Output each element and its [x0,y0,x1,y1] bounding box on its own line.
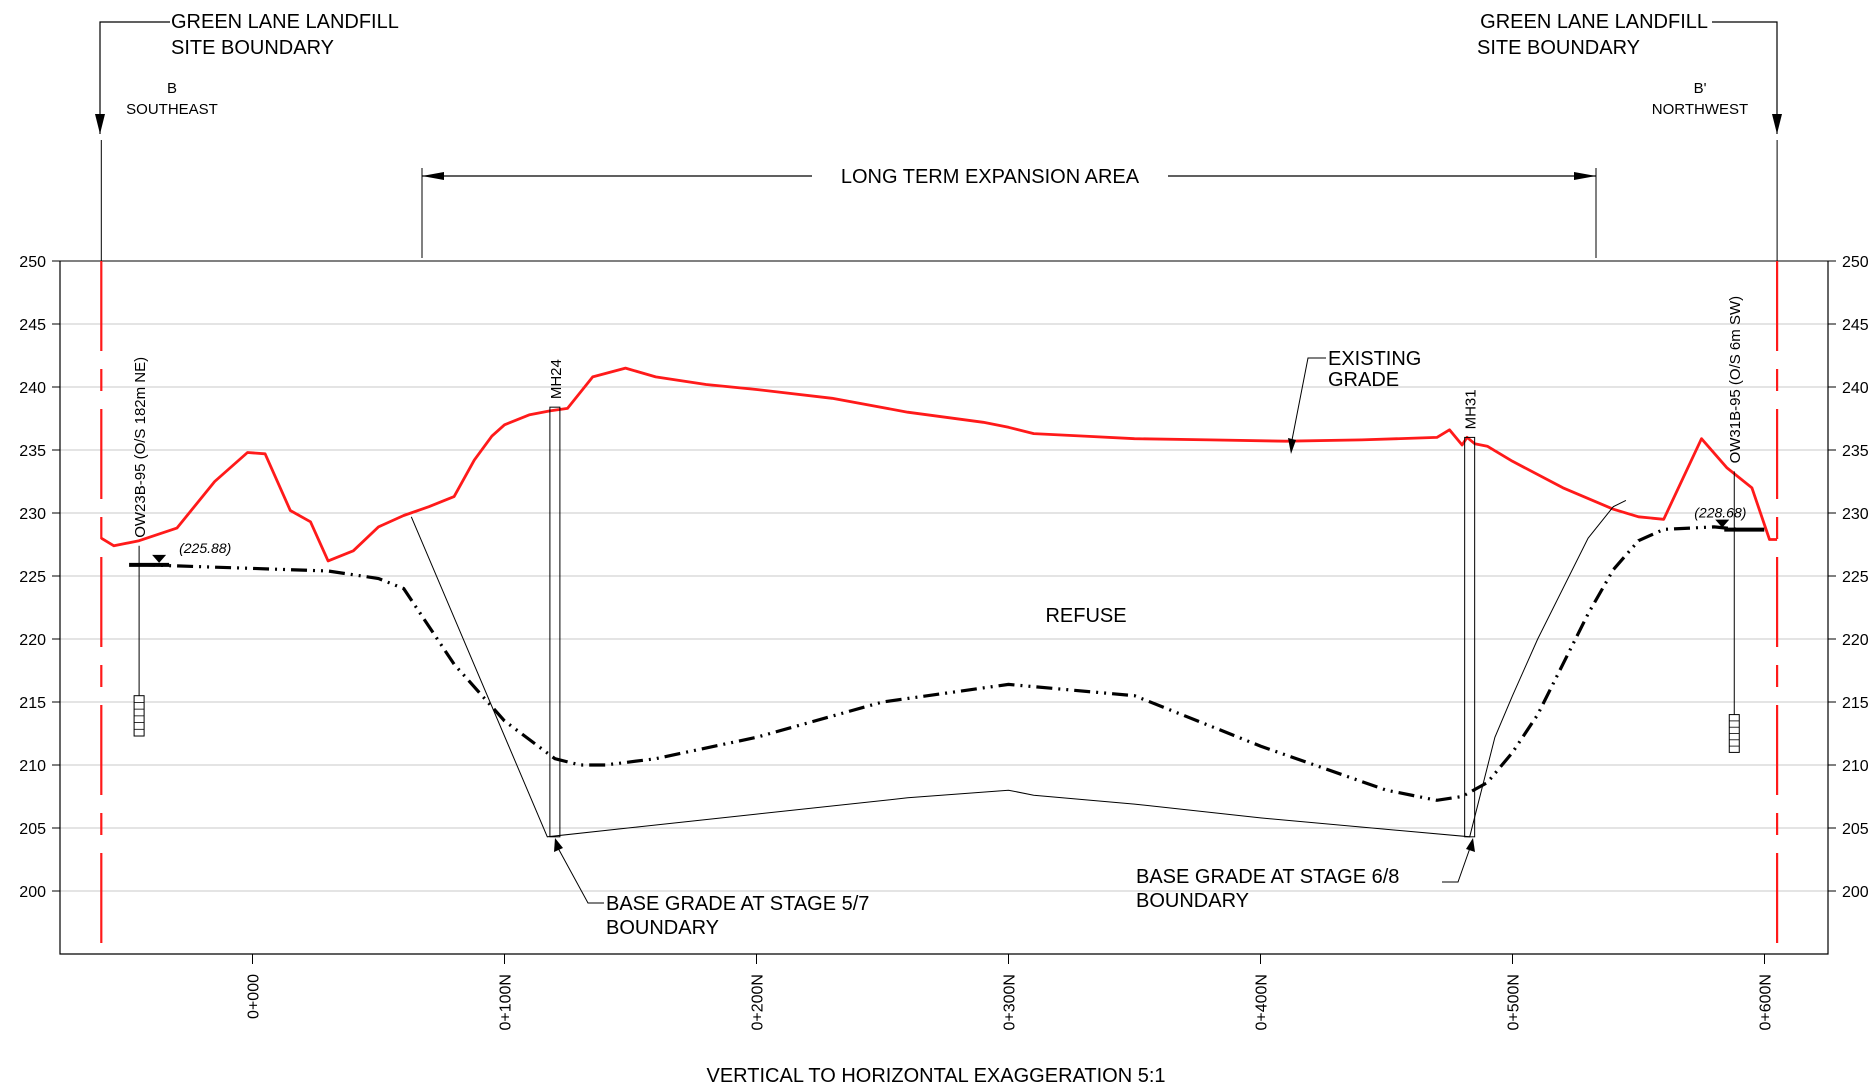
expansion-area-label: LONG TERM EXPANSION AREA [841,166,1140,188]
x-label-200: 0+200N [750,974,767,1031]
y-label-left-215: 215 [19,695,46,712]
features-layer: MH24 MH31 (225.88) OW23B-95 (O/S 182m NE) (2… [129,296,1765,838]
well-2-water-level-marker [1715,519,1730,528]
series-groundwater [139,525,1740,802]
existing-grade-label-line-2: GRADE [1328,369,1399,391]
right-title-line-2: SITE BOUNDARY [1477,37,1640,59]
x-axis: 0+000 0+100N 0+200N 0+300N 0+400N 0+500N 0+600… [246,954,1775,1031]
left-boundary-annotation: GREEN LANE LANDFILL SITE BOUNDARY B SOUT… [95,11,399,134]
plot-frame [59,260,1829,955]
manhole-mh31 [1464,436,1476,838]
base-grade-57-label-line-1: BASE GRADE AT STAGE 5/7 [606,893,869,915]
x-label-500: 0+500N [1506,974,1523,1031]
y-label-right-210: 210 [1842,758,1869,775]
right-section-direction: NORTHWEST [1652,101,1748,118]
left-title-line-1: GREEN LANE LANDFILL [171,11,399,33]
y-label-right-205: 205 [1842,821,1869,838]
y-label-right-225: 225 [1842,569,1869,586]
y-axis-right: 200 205 210 215 220 225 230 235 240 245 250 [1828,254,1869,901]
x-label-0: 0+000 [246,974,263,1019]
footer-exaggeration-note: VERTICAL TO HORIZONTAL EXAGGERATION 5:1 [707,1065,1166,1087]
site-boundaries [100,140,1779,954]
existing-grade-callout: EXISTING GRADE [1288,348,1421,454]
existing-grade-label-line-1: EXISTING [1328,348,1421,370]
y-label-right-245: 245 [1842,317,1869,334]
y-label-left-245: 245 [19,317,46,334]
manhole-label-mh24: MH24 [548,359,565,399]
base-grade-57-label-line-2: BOUNDARY [606,917,719,939]
y-label-right-220: 220 [1842,632,1869,649]
y-label-right-250: 250 [1842,254,1869,271]
y-label-left-220: 220 [19,632,46,649]
well-2-water-level-label: (228.68) [1694,505,1746,521]
series-existing-grade [100,366,1778,563]
right-title-line-1: GREEN LANE LANDFILL [1480,11,1708,33]
well-1-id-label: OW23B-95 (O/S 182m NE) [132,357,149,538]
y-label-right-235: 235 [1842,443,1869,460]
x-label-300: 0+300N [1002,974,1019,1031]
base-grade-68-label-line-1: BASE GRADE AT STAGE 6/8 [1136,866,1399,888]
y-label-left-235: 235 [19,443,46,460]
x-label-100: 0+100N [498,974,515,1031]
base-grade-68-label-line-2: BOUNDARY [1136,890,1249,912]
right-section-letter: B' [1694,80,1707,97]
base-grade-57-callout: BASE GRADE AT STAGE 5/7 BOUNDARY [554,838,869,939]
y-label-right-200: 200 [1842,884,1869,901]
y-label-left-205: 205 [19,821,46,838]
y-label-left-210: 210 [19,758,46,775]
grid-lines [60,323,1828,892]
manhole-mh24 [549,406,561,838]
x-label-600: 0+600N [1758,974,1775,1031]
well-1-water-level-label: (225.88) [179,540,231,556]
refuse-label: REFUSE [1045,605,1126,627]
y-label-left-200: 200 [19,884,46,901]
left-section-letter: B [167,80,177,97]
y-label-left-250: 250 [19,254,46,271]
y-label-left-230: 230 [19,506,46,523]
well-1-water-level-marker [152,554,167,563]
series-base-grade [410,499,1627,838]
expansion-area-dimension: LONG TERM EXPANSION AREA [421,166,1597,258]
series-layer [100,366,1778,838]
manhole-label-mh31: MH31 [1463,389,1480,429]
x-label-400: 0+400N [1254,974,1271,1031]
y-label-left-240: 240 [19,380,46,397]
y-label-right-240: 240 [1842,380,1869,397]
left-section-direction: SOUTHEAST [126,101,218,118]
well-2-id-label: OW31B-95 (O/S 6m SW) [1727,296,1744,464]
base-grade-68-callout: BASE GRADE AT STAGE 6/8 BOUNDARY [1136,838,1475,912]
left-title-line-2: SITE BOUNDARY [171,37,334,59]
y-label-right-230: 230 [1842,506,1869,523]
y-axis-left: 200 205 210 215 220 225 230 235 240 245 250 [19,254,60,901]
y-label-left-225: 225 [19,569,46,586]
right-boundary-annotation: GREEN LANE LANDFILL SITE BOUNDARY B' NOR… [1477,11,1782,134]
axis-frame [59,261,1829,955]
y-label-right-215: 215 [1842,695,1869,712]
